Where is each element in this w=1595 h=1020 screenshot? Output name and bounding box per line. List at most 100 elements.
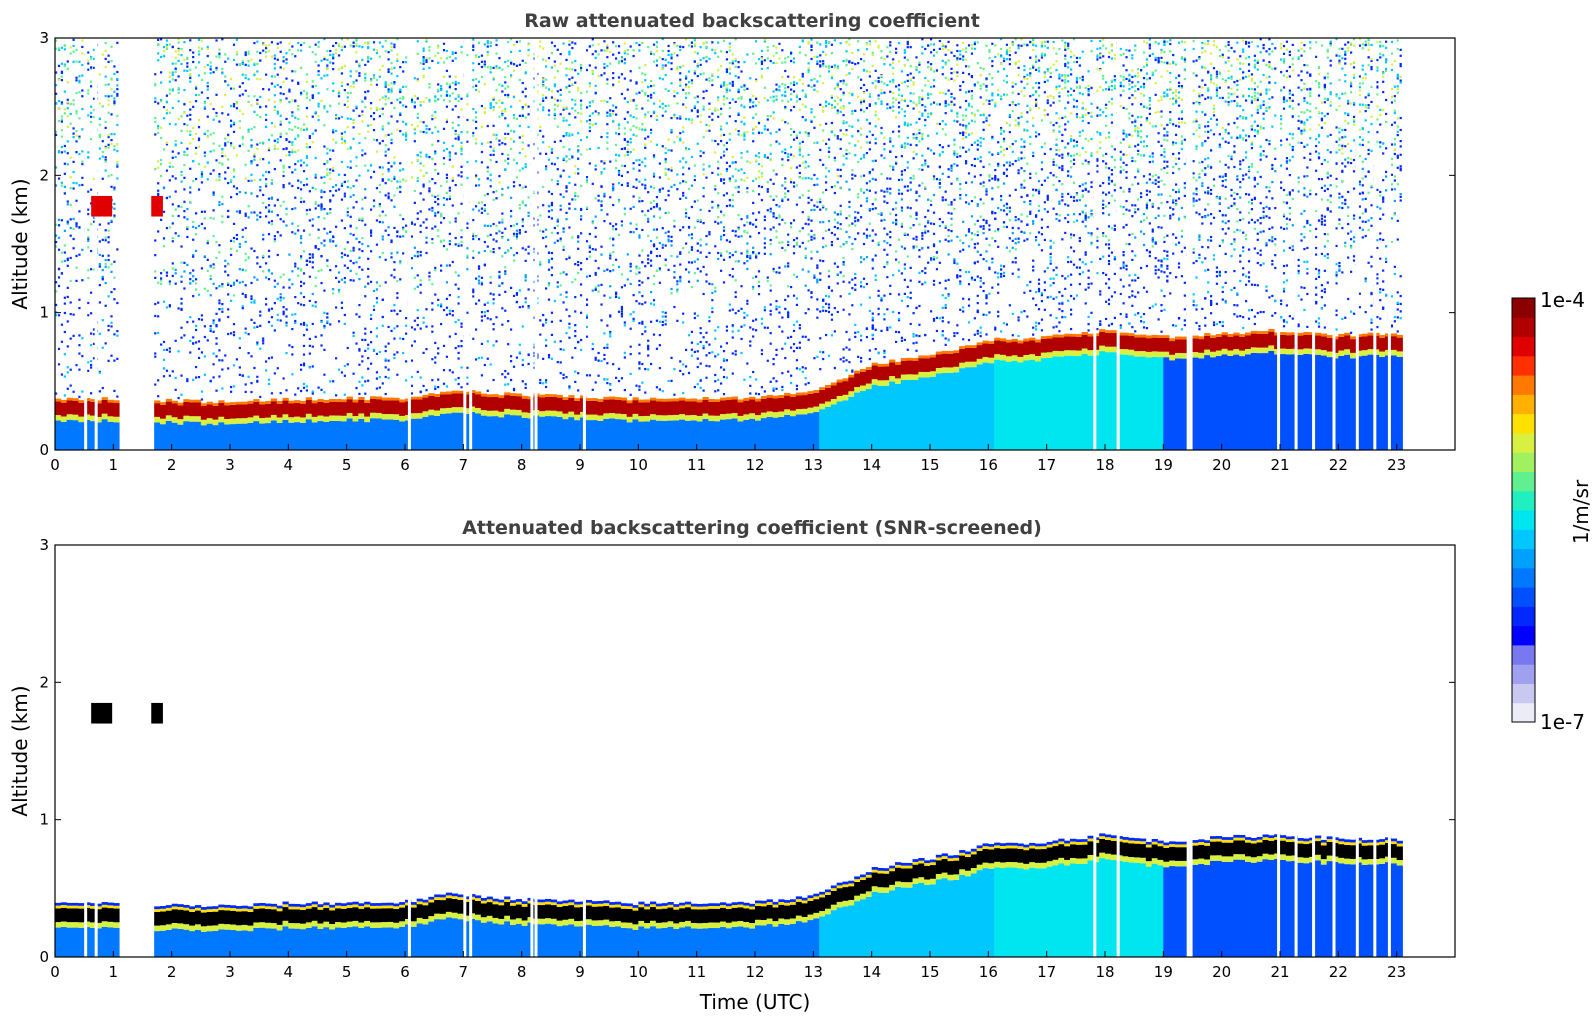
noise-pixel — [498, 175, 501, 178]
noise-pixel — [600, 253, 603, 256]
noise-pixel — [247, 216, 250, 219]
noise-pixel — [416, 217, 419, 220]
noise-pixel — [565, 131, 568, 135]
noise-pixel — [623, 154, 626, 157]
noise-pixel — [405, 61, 408, 64]
noise-pixel — [291, 231, 294, 234]
noise-pixel — [693, 105, 696, 108]
noise-pixel — [434, 126, 437, 129]
noise-pixel — [638, 127, 641, 130]
noise-pixel — [448, 309, 451, 312]
noise-pixel — [200, 210, 204, 213]
noise-pixel — [200, 314, 204, 317]
noise-pixel — [661, 315, 664, 318]
noise-pixel — [57, 276, 61, 279]
noise-pixel — [475, 54, 478, 57]
noise-pixel — [521, 81, 524, 85]
noise-pixel — [60, 46, 64, 49]
noise-pixel — [635, 186, 638, 189]
noise-pixel — [209, 325, 212, 328]
noise-pixel — [577, 111, 580, 115]
noise-pixel — [434, 225, 437, 228]
noise-pixel — [300, 49, 303, 52]
noise-pixel — [585, 335, 589, 338]
noise-pixel — [232, 58, 236, 62]
noise-pixel — [104, 57, 107, 61]
noise-pixel — [375, 51, 379, 55]
noise-pixel — [685, 85, 688, 88]
noise-pixel — [308, 99, 311, 102]
aerosol-layer-cell — [498, 398, 505, 412]
noise-pixel — [495, 160, 498, 164]
noise-pixel — [687, 44, 691, 47]
noise-pixel — [104, 41, 107, 45]
noise-pixel — [256, 70, 259, 73]
noise-pixel — [454, 57, 457, 60]
noise-pixel — [641, 303, 644, 306]
noise-pixel — [189, 100, 192, 104]
noise-pixel — [696, 258, 699, 261]
noise-pixel — [276, 147, 279, 150]
noise-pixel — [98, 102, 101, 105]
noise-pixel — [180, 141, 183, 144]
noise-pixel — [387, 368, 390, 371]
noise-pixel — [381, 178, 384, 181]
aerosol-layer-cell — [340, 402, 348, 416]
noise-pixel — [667, 268, 670, 271]
noise-pixel — [550, 151, 554, 154]
noise-pixel — [180, 302, 183, 305]
noise-pixel — [110, 321, 113, 324]
noise-pixel — [90, 120, 93, 124]
noise-pixel — [256, 143, 259, 146]
noise-pixel — [375, 371, 379, 374]
noise-pixel — [262, 238, 265, 241]
transition-cell — [486, 410, 493, 417]
aerosol-layer-cell — [270, 401, 278, 415]
noise-pixel — [192, 225, 195, 228]
noise-pixel — [355, 43, 358, 46]
noise-pixel — [340, 81, 344, 84]
noise-pixel — [340, 219, 344, 222]
noise-pixel — [419, 250, 422, 254]
noise-pixel — [405, 317, 408, 320]
noise-pixel — [606, 343, 609, 346]
noise-pixel — [702, 163, 705, 166]
noise-pixel — [314, 201, 317, 204]
noise-pixel — [492, 378, 495, 382]
noise-pixel — [472, 131, 475, 135]
noise-pixel — [87, 238, 90, 241]
noise-pixel — [107, 266, 110, 269]
noise-pixel — [311, 345, 314, 348]
noise-pixel — [253, 63, 256, 66]
aerosol-layer-cell — [591, 400, 598, 415]
noise-pixel — [291, 207, 294, 211]
noise-pixel — [349, 269, 352, 272]
noise-pixel — [291, 111, 294, 114]
noise-pixel — [425, 131, 428, 134]
noise-pixel — [661, 227, 664, 230]
noise-pixel — [428, 275, 431, 278]
noise-pixel — [550, 204, 554, 207]
noise-pixel — [466, 103, 469, 106]
noise-pixel — [445, 118, 449, 121]
noise-pixel — [358, 114, 361, 117]
noise-pixel — [518, 351, 521, 354]
noise-pixel — [337, 92, 341, 95]
noise-pixel — [171, 73, 174, 77]
noise-pixel — [265, 276, 268, 279]
noise-pixel — [620, 147, 624, 151]
noise-pixel — [311, 186, 314, 189]
noise-pixel — [588, 274, 591, 278]
transition-cell — [585, 414, 593, 421]
noise-pixel — [384, 349, 387, 353]
noise-pixel — [337, 68, 341, 71]
noise-pixel — [545, 165, 548, 168]
noise-pixel — [568, 226, 571, 229]
noise-pixel — [574, 69, 577, 72]
noise-pixel — [667, 379, 670, 383]
noise-pixel — [480, 142, 484, 145]
mixed-layer-cell — [195, 421, 202, 450]
noise-pixel — [247, 60, 250, 63]
transition-cell — [177, 419, 184, 425]
noise-pixel — [387, 51, 390, 54]
